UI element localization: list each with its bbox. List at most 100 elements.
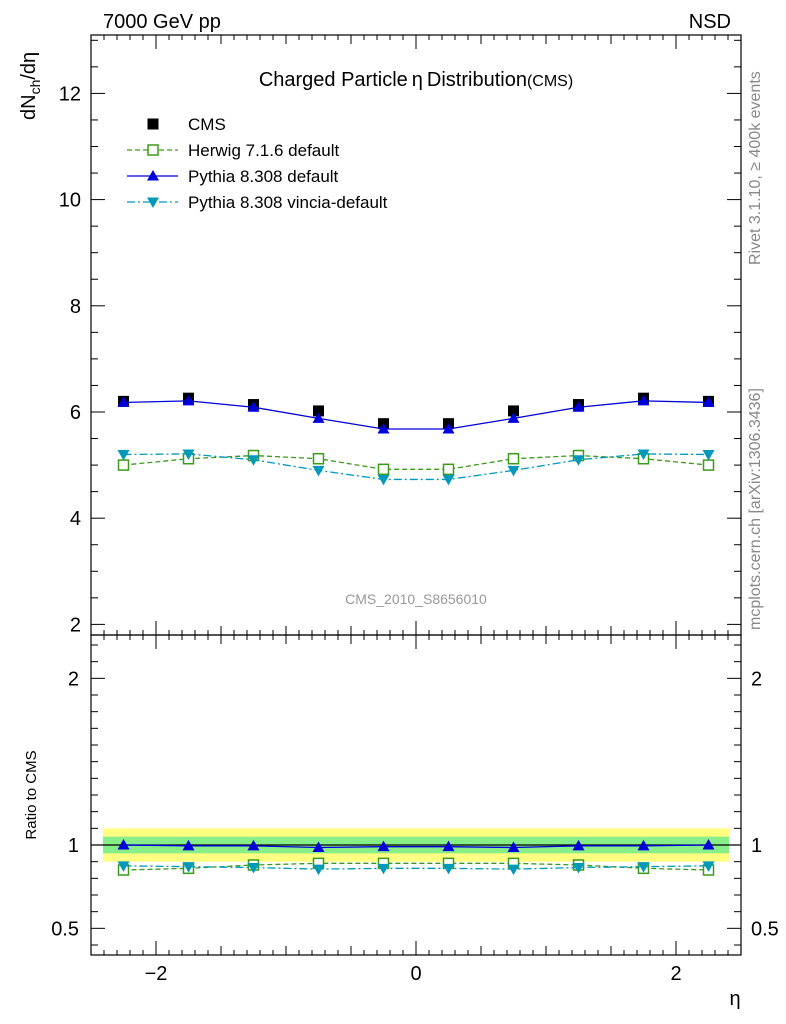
- ratio-pythia-8-308-default-point: [637, 839, 650, 851]
- legend-marker-pythia-8-308-vincia-default: [147, 197, 159, 208]
- rivet-label: Rivet 3.1.10, ≥ 400k events: [747, 71, 764, 265]
- main-pythia-8-308-default-point: [312, 412, 325, 423]
- ratio-pythia-8-308-vincia-default-point: [572, 863, 585, 874]
- main-pythia-8-308-default-point: [637, 394, 650, 406]
- ratio-pythia-8-308-default-point: [507, 841, 520, 852]
- ratio-pythia-8-308-default-point: [182, 839, 195, 851]
- main-pythia-8-308-vincia-default-point: [117, 449, 130, 461]
- mcplots-label: mcplots.cern.ch [arXiv:1306.3436]: [747, 388, 764, 630]
- x-tick-label: −2: [145, 963, 168, 985]
- main-cms-point: [313, 405, 324, 417]
- ratio-pythia-8-308-vincia-default-point: [637, 862, 650, 873]
- ratio-pythia-8-308-vincia-default-point: [442, 863, 455, 875]
- main-pythia-8-308-vincia-default-point: [572, 455, 585, 466]
- ratio-pythia-8-308-vincia-default-point: [247, 863, 260, 874]
- y-axis-label: dNch/dη: [18, 52, 43, 120]
- main-pythia-8-308-vincia-default-point: [442, 474, 455, 486]
- analysis-watermark: CMS_2010_S8656010: [345, 591, 487, 607]
- ratio-pythia-8-308-default-point: [572, 839, 585, 851]
- energy-label: 7000 GeV pp: [103, 11, 221, 33]
- main-pythia-8-308-default-point: [572, 401, 585, 412]
- chart-title: Charged Particle η Distribution(CMS): [259, 69, 573, 91]
- ratio-frame: [90, 634, 742, 956]
- ratio-y-tick-label: 2: [68, 668, 79, 690]
- ratio-pythia-8-308-default-point: [247, 839, 260, 851]
- ratio-pythia-8-308-vincia-default-point: [507, 864, 520, 876]
- ratio-y-tick-label: 1: [68, 835, 79, 857]
- y-tick-label: 2: [70, 614, 81, 636]
- ratio-y-tick-label-right: 2: [751, 668, 762, 690]
- ratio-pythia-8-308-default-line: [123, 844, 709, 849]
- ratio-pythia-8-308-default-point: [442, 840, 455, 852]
- main-herwig-7-1-6-default-point: [312, 452, 325, 465]
- ratio-pythia-8-308-vincia-default-point: [117, 861, 130, 872]
- main-pythia-8-308-vincia-default-line: [123, 453, 709, 481]
- main-pythia-8-308-default-point: [507, 412, 520, 423]
- main-pythia-8-308-default-point: [182, 394, 195, 406]
- main-pythia-8-308-vincia-default-point: [702, 449, 715, 461]
- main-pythia-8-308-vincia-default-point: [182, 449, 195, 460]
- ylabel-tail: /dη: [18, 52, 40, 80]
- ratio-pythia-8-308-vincia-default-point: [182, 862, 195, 873]
- legend-marker-herwig-7-1-6-default: [147, 144, 159, 156]
- ratio-pythia-8-308-vincia-default-point: [377, 863, 390, 875]
- title-main: Charged Particle: [259, 69, 408, 91]
- main-pythia-8-308-default-point: [117, 396, 130, 407]
- ratio-pythia-8-308-vincia-default-line: [123, 865, 709, 870]
- main-pythia-8-308-vincia-default-point: [247, 455, 260, 466]
- main-pythia-8-308-default-line: [123, 400, 709, 430]
- legend-label-herwig-7-1-6-default: Herwig 7.1.6 default: [188, 141, 339, 160]
- main-plot-area: [117, 392, 715, 486]
- ratio-y-axis-label: Ratio to CMS: [23, 750, 40, 839]
- ratio-pythia-8-308-default-point: [702, 839, 715, 850]
- main-panel: 2 4 6 8 10 12 Charged Particle η Distribution(C…: [18, 34, 742, 636]
- ratio-plot-area: [91, 828, 741, 876]
- title-rest: Distribution: [427, 69, 527, 91]
- ratio-pythia-8-308-vincia-default-point: [312, 864, 325, 876]
- y-tick-label: 4: [70, 508, 81, 530]
- main-herwig-7-1-6-default-point: [702, 459, 715, 471]
- y-tick-label: 6: [70, 402, 81, 424]
- ylabel-main: dN: [18, 94, 40, 120]
- ylabel-sub: ch: [27, 80, 43, 95]
- main-pythia-8-308-default-point: [442, 422, 455, 434]
- legend-label-pythia-8-308-vincia-default: Pythia 8.308 vincia-default: [188, 193, 388, 212]
- main-pythia-8-308-vincia-default-point: [507, 465, 520, 477]
- legend-marker-cms: [147, 118, 159, 130]
- title-suffix: (CMS): [527, 73, 573, 90]
- title-eta: η: [412, 69, 423, 91]
- y-tick-label: 12: [59, 83, 81, 105]
- y-tick-label: 10: [59, 190, 81, 212]
- legend-label-pythia-8-308-default: Pythia 8.308 default: [188, 167, 339, 186]
- main-pythia-8-308-vincia-default-point: [377, 474, 390, 486]
- main-pythia-8-308-vincia-default-point: [312, 465, 325, 477]
- x-tick-label: 2: [670, 963, 681, 985]
- main-herwig-7-1-6-default-point: [507, 452, 520, 465]
- main-pythia-8-308-default-point: [702, 396, 715, 407]
- legend-marker-pythia-8-308-default: [147, 170, 159, 181]
- main-pythia-8-308-default-point: [247, 401, 260, 412]
- legend-label-cms: CMS: [188, 115, 226, 134]
- main-axes: 2 4 6 8 10 12: [59, 35, 742, 636]
- main-pythia-8-308-default-point: [377, 422, 390, 434]
- main-cms-point: [508, 405, 519, 417]
- ratio-panel: 0.5 0.5 1 1 2 2 −2 0 2 Ratio to CMS η: [23, 634, 779, 1010]
- ratio-pythia-8-308-vincia-default-point: [702, 861, 715, 872]
- ratio-pythia-8-308-default-point: [312, 841, 325, 852]
- ratio-pythia-8-308-default-point: [117, 839, 130, 850]
- ratio-y-tick-label: 0.5: [51, 918, 79, 940]
- process-label: NSD: [689, 11, 731, 33]
- y-tick-label: 8: [70, 296, 81, 318]
- ratio-y-tick-label-right: 0.5: [751, 918, 779, 940]
- main-herwig-7-1-6-default-line: [123, 454, 709, 470]
- x-axis-label: η: [729, 988, 740, 1010]
- legend: CMS Herwig 7.1.6 default Pythia 8.308 defa…: [127, 115, 388, 212]
- main-pythia-8-308-vincia-default-point: [637, 449, 650, 460]
- ratio-y-tick-label-right: 1: [751, 835, 762, 857]
- main-herwig-7-1-6-default-point: [442, 463, 455, 476]
- ratio-pythia-8-308-default-point: [377, 840, 390, 852]
- x-tick-label: 0: [410, 963, 421, 985]
- main-herwig-7-1-6-default-point: [377, 463, 390, 476]
- ratio-axes: 0.5 0.5 1 1 2 2 −2 0 2: [51, 635, 779, 985]
